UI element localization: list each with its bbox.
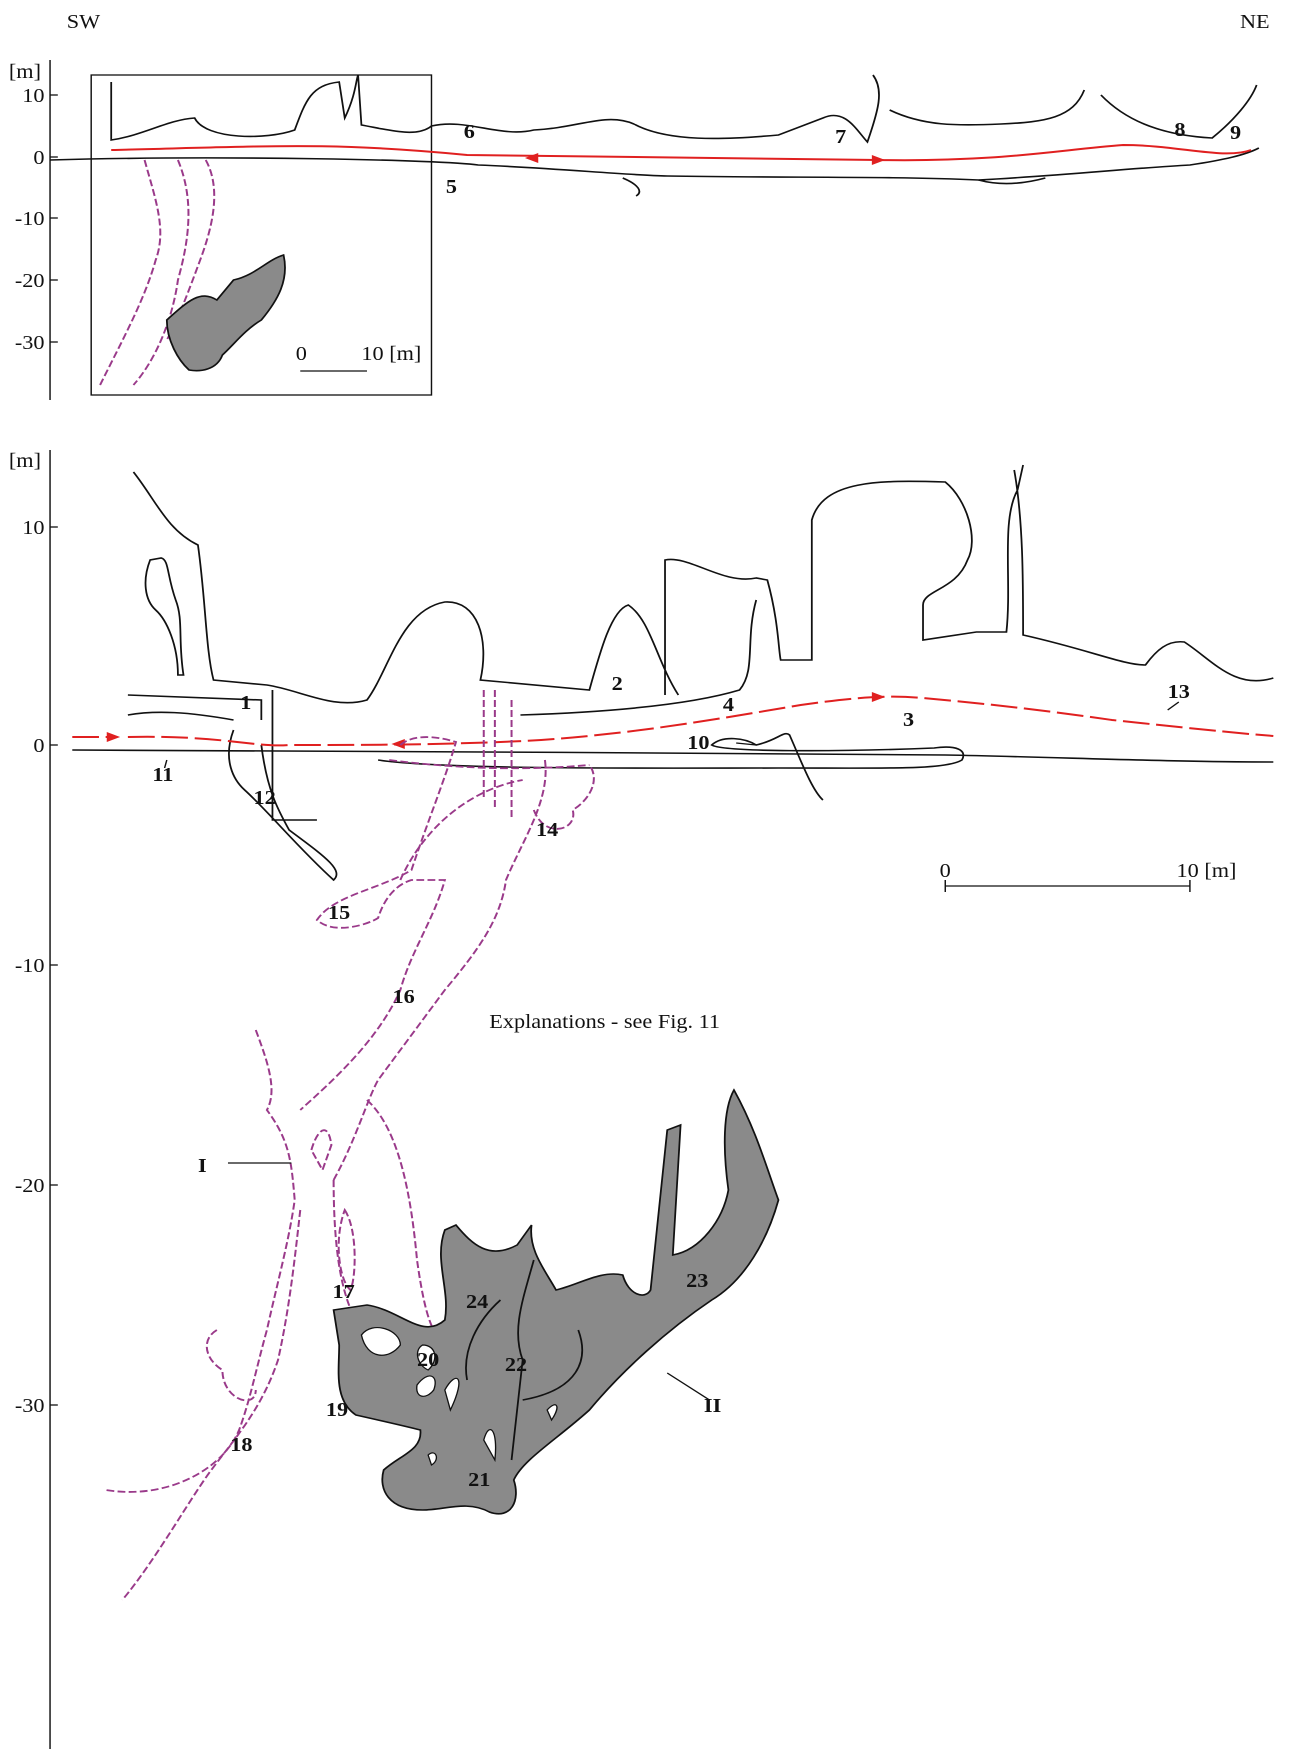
label: 14 (536, 818, 559, 841)
label: 10 (687, 731, 709, 754)
pillars (360, 1327, 558, 1466)
lower-dashed-passages (105, 1029, 435, 1601)
chamber-divides (465, 1259, 583, 1461)
water-line (72, 695, 1274, 747)
label: 22 (505, 1353, 527, 1376)
label: 16 (393, 985, 415, 1008)
label: 12 (254, 786, 276, 809)
tick-label: 0 (33, 146, 44, 169)
label: 4 (723, 693, 735, 716)
sw-label: SW (67, 10, 100, 33)
label: 21 (468, 1468, 490, 1491)
passage-2-4 (520, 599, 758, 716)
tick-label: 0 (33, 734, 44, 757)
tick-label: 10 (22, 516, 44, 539)
label: 6 (464, 120, 475, 143)
note: Explanations - see Fig. 11 (489, 1010, 720, 1033)
label: 8 (1174, 118, 1185, 141)
ticks: 10 0 -10 -20 -30 (15, 516, 58, 1417)
labels: 1 2 3 4 10 11 12 13 14 15 16 17 18 19 20… (152, 672, 1190, 1491)
upper-alcove (144, 557, 185, 676)
tick-label: -20 (15, 269, 45, 292)
dotted-passages (389, 690, 590, 881)
tick-label: -10 (15, 954, 45, 977)
label: 15 (328, 901, 350, 924)
floor (50, 147, 1260, 181)
unit: [m] (9, 60, 41, 83)
water-line (111, 143, 1252, 162)
passages-1-12 (127, 690, 338, 882)
ticks: 10 0 -10 -20 -30 (15, 84, 58, 354)
main-floor (72, 749, 1274, 763)
leader-lines (163, 701, 1180, 1401)
scale-label: 10 [m] (1177, 859, 1237, 882)
side-passage-10 (377, 732, 965, 801)
inset-frame (90, 74, 433, 396)
ceiling (110, 74, 1258, 144)
label: 19 (326, 1398, 348, 1421)
unit: [m] (9, 449, 41, 472)
label: 1 (240, 691, 251, 714)
label: 2 (612, 672, 623, 695)
label: 20 (417, 1348, 439, 1371)
label: 5 (446, 175, 457, 198)
passages-14-16 (299, 736, 595, 1181)
label: 17 (333, 1280, 356, 1303)
label: 3 (903, 708, 914, 731)
label: 9 (1230, 121, 1241, 144)
scale-label: 10 [m] (361, 342, 421, 365)
grey-chambers (332, 1088, 780, 1515)
ne-label: NE (1240, 10, 1270, 33)
label: 23 (686, 1269, 708, 1292)
scale-label: 0 (940, 859, 951, 882)
upper-ceiling (132, 464, 1274, 704)
tick-label: -30 (15, 331, 45, 354)
scale-label: 0 (296, 342, 307, 365)
label: 13 (1168, 680, 1190, 703)
detail: [m] 10 0 -10 -20 -30 0 10 [m] Explanatio… (9, 449, 1274, 1749)
label: 11 (152, 763, 173, 786)
lower-chamber (165, 253, 286, 372)
tick-label: -10 (15, 207, 45, 230)
floor-detail (622, 177, 1046, 197)
overview: [m] 10 0 -10 -20 -30 0 10 [m] 5 6 7 8 9 (9, 60, 1260, 400)
tick-label: -30 (15, 1394, 45, 1417)
label: 18 (230, 1433, 252, 1456)
label: I (198, 1154, 207, 1177)
tick-label: -20 (15, 1174, 45, 1197)
tick-label: 10 (22, 84, 44, 107)
label: 7 (835, 125, 847, 148)
label: II (704, 1394, 721, 1417)
label: 24 (466, 1290, 489, 1313)
